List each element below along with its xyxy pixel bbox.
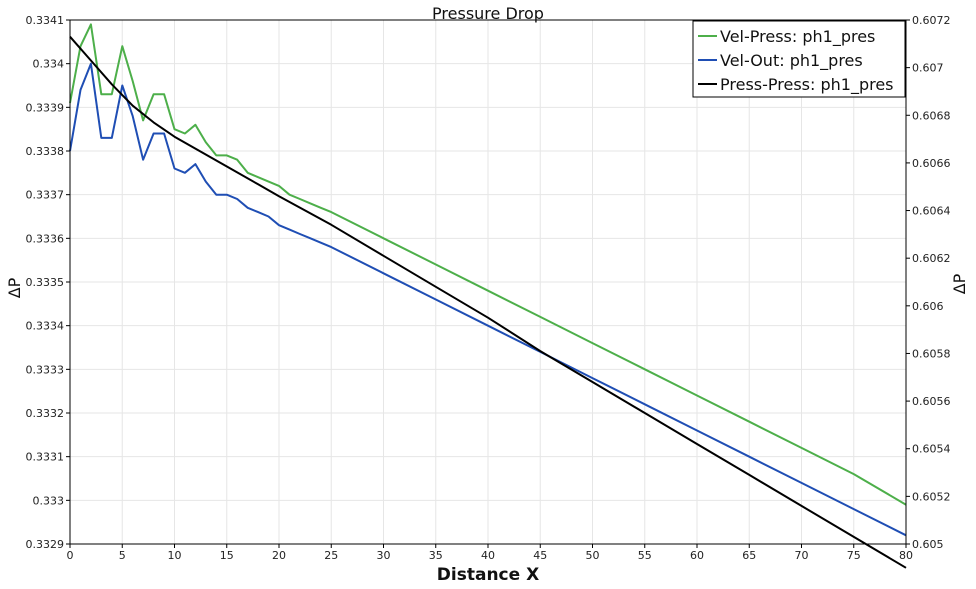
y-left-tick-label: 0.3334 bbox=[26, 320, 65, 333]
y-left-tick-label: 0.3331 bbox=[26, 451, 65, 464]
grid-lines bbox=[69, 19, 907, 545]
x-tick-label: 25 bbox=[324, 549, 338, 562]
x-axis-label: Distance X bbox=[437, 565, 539, 585]
x-tick-label: 35 bbox=[429, 549, 443, 562]
y-axis-right-label: ΔP bbox=[950, 273, 969, 294]
y-right-tick-label: 0.606 bbox=[912, 300, 944, 313]
y-left-tick-label: 0.3338 bbox=[26, 145, 65, 158]
y-axis-right: 0.605 0.6052 0.6054 0.6056 0.6058 0.606 0.6062… bbox=[906, 14, 951, 551]
y-right-tick-label: 0.6052 bbox=[912, 490, 951, 503]
x-tick-label: 30 bbox=[377, 549, 391, 562]
x-tick-label: 10 bbox=[168, 549, 182, 562]
y-right-tick-label: 0.6054 bbox=[912, 443, 951, 456]
legend-entry-label: Vel-Press: ph1_pres bbox=[720, 27, 875, 47]
series-line-3 bbox=[69, 36, 907, 569]
series-lines bbox=[69, 23, 907, 569]
x-tick-label: 75 bbox=[847, 549, 861, 562]
y-right-tick-label: 0.6058 bbox=[912, 347, 951, 360]
legend-box bbox=[692, 20, 906, 98]
legend-entry-label: Press-Press: ph1_pres bbox=[720, 75, 894, 95]
series-line-1 bbox=[69, 23, 907, 506]
y-left-tick-label: 0.3335 bbox=[26, 276, 65, 289]
x-tick-label: 65 bbox=[742, 549, 756, 562]
y-right-tick-label: 0.6056 bbox=[912, 395, 951, 408]
chart-title: Pressure Drop bbox=[432, 4, 544, 23]
x-tick-label: 5 bbox=[119, 549, 126, 562]
y-left-tick-label: 0.333 bbox=[33, 494, 65, 507]
y-left-tick-label: 0.3332 bbox=[26, 407, 65, 420]
y-left-tick-label: 0.334 bbox=[33, 58, 65, 71]
y-left-tick-label: 0.3329 bbox=[26, 538, 65, 551]
y-right-tick-label: 0.607 bbox=[912, 62, 944, 75]
legend: Vel-Press: ph1_pres Vel-Out: ph1_pres Pres… bbox=[692, 20, 906, 98]
x-tick-label: 40 bbox=[481, 549, 495, 562]
x-tick-label: 20 bbox=[272, 549, 286, 562]
x-tick-label: 50 bbox=[586, 549, 600, 562]
x-tick-label: 15 bbox=[220, 549, 234, 562]
y-axis-left: 0.3329 0.333 0.3331 0.3332 0.3333 0.3334 0.333… bbox=[26, 14, 70, 551]
legend-entry-label: Vel-Out: ph1_pres bbox=[720, 51, 863, 71]
x-tick-label: 55 bbox=[638, 549, 652, 562]
y-axis-left-label: ΔP bbox=[5, 277, 24, 298]
y-left-tick-label: 0.3341 bbox=[26, 14, 65, 27]
series-line-2 bbox=[69, 62, 907, 537]
y-left-tick-label: 0.3333 bbox=[26, 363, 65, 376]
y-right-tick-label: 0.6064 bbox=[912, 205, 951, 218]
x-tick-label: 80 bbox=[899, 549, 913, 562]
y-right-tick-label: 0.6066 bbox=[912, 157, 951, 170]
y-left-tick-label: 0.3336 bbox=[26, 232, 65, 245]
x-axis: 0 5 10 15 20 25 30 35 40 45 50 55 60 65 70 75 80 bbox=[67, 544, 913, 562]
y-left-tick-label: 0.3339 bbox=[26, 101, 65, 114]
y-right-tick-label: 0.6072 bbox=[912, 14, 951, 27]
x-tick-label: 60 bbox=[690, 549, 704, 562]
y-right-tick-label: 0.6068 bbox=[912, 109, 951, 122]
x-tick-label: 70 bbox=[795, 549, 809, 562]
y-right-tick-label: 0.605 bbox=[912, 538, 944, 551]
y-right-tick-label: 0.6062 bbox=[912, 252, 951, 265]
y-left-tick-label: 0.3337 bbox=[26, 189, 65, 202]
x-tick-label: 45 bbox=[533, 549, 547, 562]
x-tick-label: 0 bbox=[67, 549, 74, 562]
